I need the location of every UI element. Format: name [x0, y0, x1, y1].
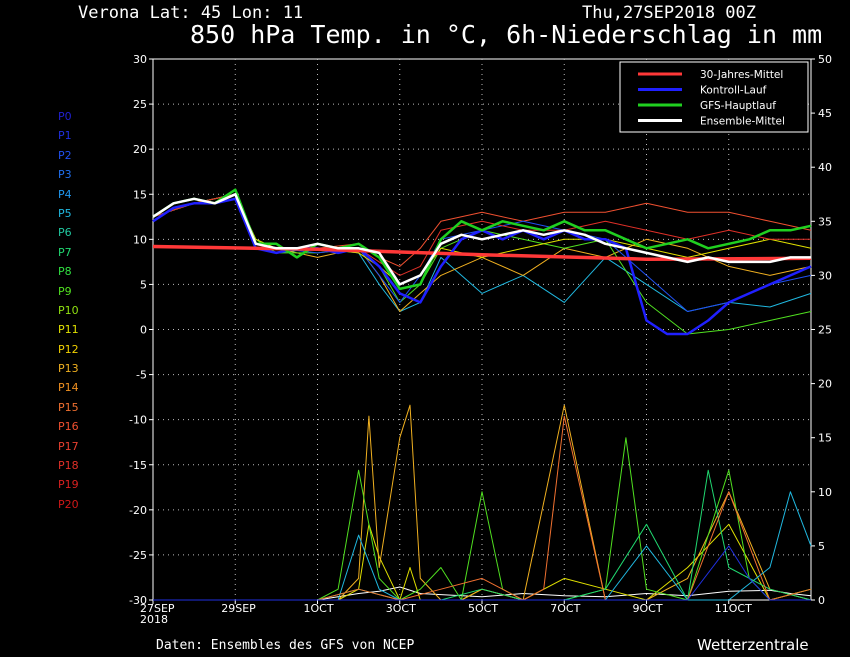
- y-tick-label-right: 20: [818, 378, 832, 391]
- member-label-p16: P16: [58, 420, 79, 434]
- member-label-p13: P13: [58, 362, 79, 376]
- y-tick-label-right: 45: [818, 107, 832, 120]
- legend-label: 30-Jahres-Mittel: [700, 69, 783, 81]
- y-tick-label-left: -30: [129, 594, 147, 607]
- series-line-p9: [152, 193, 812, 335]
- y-tick-label-left: 20: [133, 143, 147, 156]
- member-label-p6: P6: [58, 226, 72, 240]
- member-label-p19: P19: [58, 478, 79, 492]
- series-line-p9-precip: [153, 437, 812, 601]
- x-tick-label: 7OCT: [550, 602, 580, 615]
- legend-label: Kontroll-Lauf: [700, 85, 767, 97]
- legend-label: Ensemble-Mittel: [700, 116, 785, 128]
- member-list: P0 P1 P2 P3 P4 P5 P6 P7 P8 P9 P10 P11 P12 P13 P14 P15 P1…: [58, 110, 79, 517]
- y-tick-label-right: 25: [818, 324, 832, 337]
- y-tick-label-left: 25: [133, 98, 147, 111]
- location-label: Verona Lat: 45 Lon: 11: [78, 3, 304, 23]
- y-tick-label-left: -10: [129, 414, 147, 427]
- x-tick-label: 5OCT: [468, 602, 498, 615]
- series-line-gfs-hauptlauf: [152, 188, 812, 291]
- member-label-p3: P3: [58, 168, 72, 182]
- member-label-p11: P11: [58, 323, 79, 337]
- member-label-p18: P18: [58, 459, 79, 473]
- y-tick-label-left: 0: [140, 324, 147, 337]
- series-line-ensemble-mittel: [152, 193, 811, 286]
- x-tick-label: 27SEP: [140, 602, 175, 615]
- member-label-p12: P12: [58, 342, 79, 356]
- y-tick-label-right: 40: [818, 161, 832, 174]
- member-label-p15: P15: [58, 400, 79, 414]
- member-label-p5: P5: [58, 206, 72, 220]
- legend-label: GFS-Hauptlauf: [700, 100, 776, 112]
- y-tick-label-left: 5: [140, 278, 147, 291]
- x-tick-label: 1OCT: [304, 602, 334, 615]
- member-label-p14: P14: [58, 381, 79, 395]
- series-line-p15-precip: [153, 415, 812, 601]
- brand-label: Wetterzentrale: [697, 636, 809, 654]
- series-line-p1-precip: [153, 545, 811, 601]
- x-tick-label: 11OCT: [715, 602, 752, 615]
- y-tick-label-right: 50: [818, 53, 832, 66]
- x-tick-label: 2018: [140, 613, 168, 626]
- series-line-p5-precip: [153, 491, 812, 601]
- member-label-p4: P4: [58, 187, 72, 201]
- member-label-p8: P8: [58, 265, 72, 279]
- y-tick-label-left: -5: [136, 369, 147, 382]
- y-tick-label-right: 5: [818, 540, 825, 553]
- member-label-p20: P20: [58, 497, 79, 511]
- chart-title: 850 hPa Temp. in °C, 6h-Niederschlag in …: [190, 20, 823, 49]
- y-tick-label-left: 10: [133, 233, 147, 246]
- x-tick-label: 29SEP: [221, 602, 256, 615]
- member-label-p17: P17: [58, 439, 79, 453]
- y-tick-label-right: 30: [818, 269, 832, 282]
- source-note: Daten: Ensembles des GFS von NCEP: [156, 638, 415, 653]
- member-label-p9: P9: [58, 284, 72, 298]
- y-tick-label-left: -25: [129, 549, 147, 562]
- y-tick-label-right: 15: [818, 432, 832, 445]
- y-tick-label-right: 0: [818, 594, 825, 607]
- member-label-p7: P7: [58, 245, 72, 259]
- run-date: Thu,27SEP2018 00Z: [582, 3, 756, 23]
- y-tick-label-left: -20: [129, 504, 147, 517]
- y-tick-label-left: 15: [133, 188, 147, 201]
- member-label-p0: P0: [58, 110, 72, 123]
- y-tick-label-right: 35: [818, 215, 832, 228]
- y-tick-label-left: 30: [133, 53, 147, 66]
- y-tick-label-right: 10: [818, 486, 832, 499]
- member-label-p10: P10: [58, 303, 79, 317]
- x-tick-label: 3OCT: [386, 602, 416, 615]
- member-label-p2: P2: [58, 148, 72, 162]
- y-tick-label-left: -15: [129, 459, 147, 472]
- x-tick-label: 9OCT: [633, 602, 663, 615]
- member-label-p1: P1: [58, 129, 72, 143]
- series-line-precip-mean: [153, 586, 812, 601]
